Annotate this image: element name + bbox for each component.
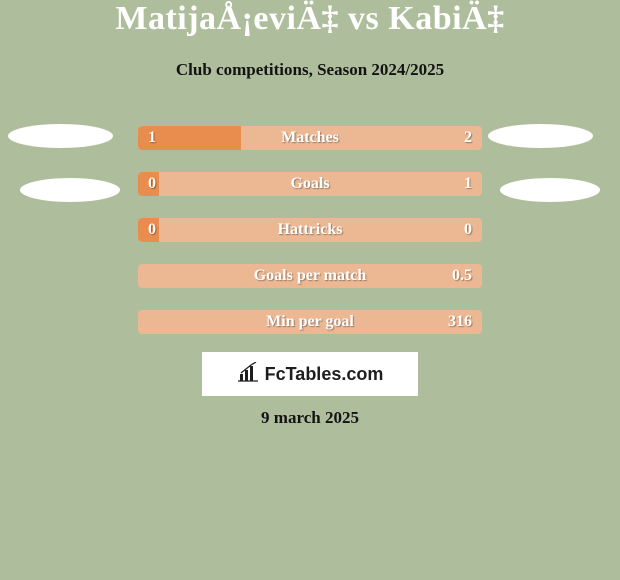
left-lower-badge-placeholder (20, 178, 120, 202)
page-subtitle: Club competitions, Season 2024/2025 (0, 60, 620, 80)
stat-row-label: Hattricks (138, 218, 482, 242)
stat-row: Goals0 1 (138, 172, 482, 196)
left-upper-badge-placeholder (8, 124, 113, 148)
stat-row: Min per goal316 (138, 310, 482, 334)
date-line: 9 march 2025 (0, 408, 620, 428)
stat-row: Hattricks0 0 (138, 218, 482, 242)
stat-row-left-value: 0 (148, 172, 156, 196)
stat-row-left-value: 0 (148, 218, 156, 242)
brand-text: FcTables.com (265, 364, 384, 385)
stat-row-label: Matches (138, 126, 482, 150)
stat-row-label: Min per goal (138, 310, 482, 334)
stats-comparison-card: MatijaÅ¡eviÄ‡ vs KabiÄ‡ Club competition… (0, 0, 620, 580)
stat-row-left-value: 1 (148, 126, 156, 150)
bar-chart-icon (237, 362, 259, 387)
brand-box[interactable]: FcTables.com (202, 352, 418, 396)
stat-row-label: Goals (138, 172, 482, 196)
stat-row: Goals per match0.5 (138, 264, 482, 288)
stat-row-right-value: 1 (464, 172, 472, 196)
stat-row-right-value: 0.5 (452, 264, 472, 288)
stat-row-right-value: 0 (464, 218, 472, 242)
stat-row: Matches1 2 (138, 126, 482, 150)
stat-row-label: Goals per match (138, 264, 482, 288)
stat-row-right-value: 2 (464, 126, 472, 150)
right-upper-badge-placeholder (488, 124, 593, 148)
stat-row-right-value: 316 (448, 310, 472, 334)
page-title: MatijaÅ¡eviÄ‡ vs KabiÄ‡ (0, 0, 620, 38)
right-lower-badge-placeholder (500, 178, 600, 202)
